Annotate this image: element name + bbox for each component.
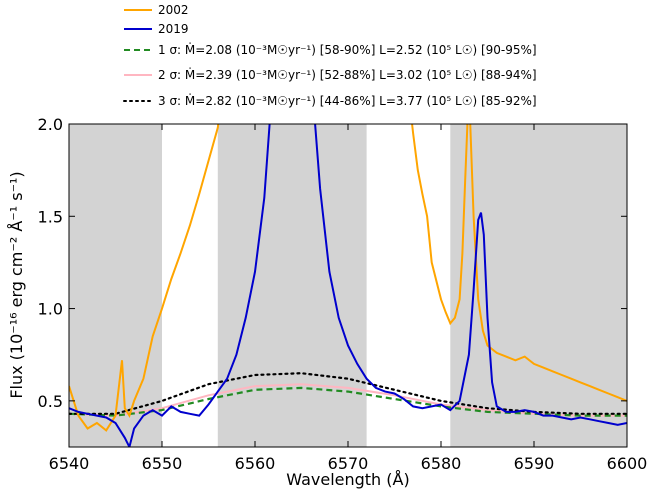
x-tick-label: 6580 xyxy=(421,454,462,473)
shaded-region-1 xyxy=(69,124,162,447)
y-tick-label: 2.0 xyxy=(38,115,63,134)
shaded-region-2 xyxy=(218,124,367,447)
x-axis-label: Wavelength (Å) xyxy=(286,470,409,489)
y-axis-label: Flux (10⁻¹⁶ erg cm⁻² Å⁻¹ s⁻¹) xyxy=(7,171,26,398)
legend-label-3: 1 σ: Ṁ=2.08 (10⁻³M☉yr⁻¹) [58-90%] L=2.52… xyxy=(158,42,537,57)
y-tick-label: 0.5 xyxy=(38,392,63,411)
shaded-regions xyxy=(69,124,627,447)
y-tick-label: 1.0 xyxy=(38,300,63,319)
y-tick-label: 1.5 xyxy=(38,207,63,226)
legend-label-4: 2 σ: Ṁ=2.39 (10⁻³M☉yr⁻¹) [52-88%] L=3.02… xyxy=(158,67,537,82)
x-tick-label: 6560 xyxy=(235,454,276,473)
legend-label-5: 3 σ: Ṁ=2.82 (10⁻³M☉yr⁻¹) [44-86%] L=3.77… xyxy=(158,93,537,108)
x-tick-label: 6600 xyxy=(607,454,647,473)
legend: 2002 2019 1 σ: Ṁ=2.08 (10⁻³M☉yr⁻¹) [58-90%… xyxy=(124,3,537,108)
x-tick-label: 6590 xyxy=(514,454,555,473)
legend-label-1: 2002 xyxy=(158,3,189,17)
x-tick-label: 6540 xyxy=(49,454,90,473)
x-tick-label: 6550 xyxy=(142,454,183,473)
legend-label-2: 2019 xyxy=(158,22,189,36)
